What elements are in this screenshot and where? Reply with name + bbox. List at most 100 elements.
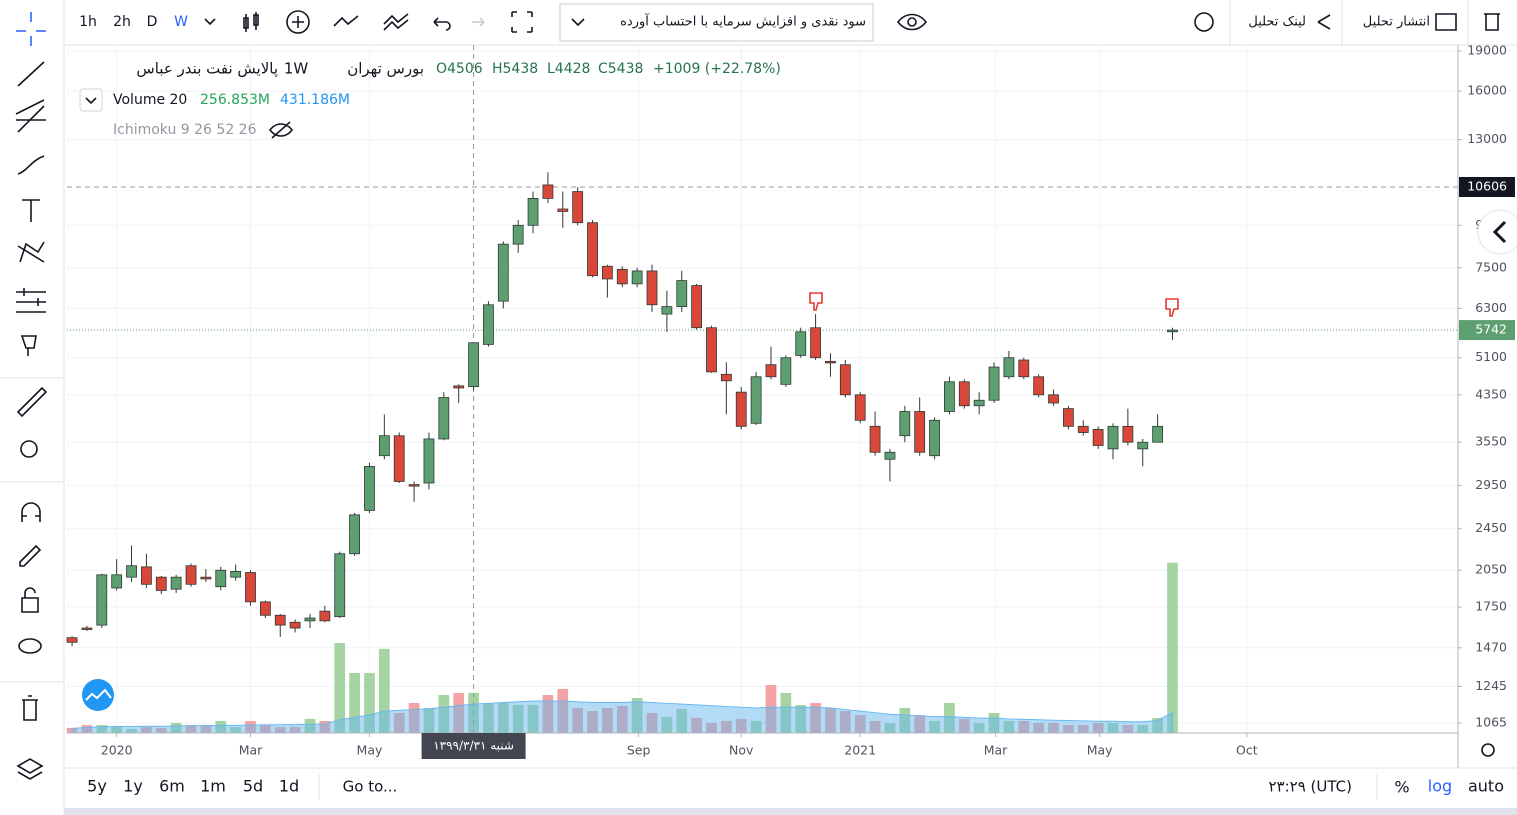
collapse-arrow — [1492, 220, 1507, 244]
crosshair-tool[interactable] — [16, 12, 46, 46]
axis-settings[interactable] — [1481, 743, 1495, 757]
candle-body — [468, 342, 479, 387]
candle-body — [587, 222, 598, 277]
study-dropdown[interactable] — [559, 3, 874, 42]
y-tick-label: 1245 — [1475, 678, 1507, 693]
delete[interactable] — [1484, 13, 1500, 31]
volume-value: 256.853M — [200, 92, 270, 108]
candle-body — [259, 601, 271, 616]
zoom-tool[interactable] — [20, 440, 38, 458]
candle-body — [126, 565, 137, 578]
auto-toggle[interactable]: auto — [1468, 777, 1504, 796]
candle-body — [646, 270, 658, 306]
add-indicator[interactable] — [286, 10, 310, 34]
trendline-tool[interactable] — [17, 61, 45, 87]
text-tool[interactable] — [22, 199, 40, 222]
share-link[interactable]: لینک تحلیل — [1248, 15, 1306, 30]
ichimoku-study: Ichimoku 9 26 52 26 — [113, 122, 257, 138]
legend-high: H5438 — [492, 61, 538, 77]
top-toolbar — [64, 0, 1517, 46]
clock: ۲۳:۲۹ (UTC) — [1269, 778, 1353, 796]
hidden-study-icon[interactable] — [268, 121, 294, 139]
brush-tool[interactable] — [17, 155, 45, 175]
stay-drawing[interactable] — [19, 544, 42, 567]
volume-bar — [364, 673, 375, 733]
candle-body — [825, 361, 836, 364]
percent-toggle[interactable]: % — [1394, 778, 1409, 797]
range-button[interactable]: 5y — [87, 777, 107, 796]
fullscreen[interactable] — [511, 11, 533, 33]
interval-active[interactable]: W — [174, 14, 188, 30]
range-button[interactable]: 5d — [243, 777, 263, 796]
volume-ma-area — [71, 700, 1173, 734]
goto[interactable]: Go to... — [343, 778, 398, 796]
candle-body — [765, 364, 777, 378]
y-tick-label: 7500 — [1475, 259, 1507, 274]
range-button[interactable]: 1m — [200, 777, 226, 796]
interval[interactable]: 2h — [113, 14, 131, 30]
object-tree[interactable] — [16, 758, 44, 780]
ruler-tool[interactable] — [16, 386, 48, 418]
volume-bar — [1167, 562, 1178, 733]
y-tick-label: 1750 — [1475, 599, 1507, 614]
logo — [82, 679, 114, 711]
range-button[interactable]: 6m — [159, 777, 185, 796]
lock-tool[interactable] — [21, 587, 39, 613]
indicators[interactable] — [333, 15, 359, 27]
candle-body — [438, 397, 450, 440]
exchange: بورس تهران — [347, 60, 424, 78]
interval-label: 1W — [284, 60, 309, 78]
idea-marker[interactable] — [1165, 298, 1179, 317]
footer-strip — [64, 808, 1517, 815]
candle-body — [289, 621, 301, 629]
collapse-panel[interactable] — [1477, 209, 1517, 255]
undo[interactable] — [433, 17, 451, 31]
y-tick-label: 19000 — [1467, 43, 1507, 58]
crosshair-date-box — [421, 733, 526, 759]
chart-type[interactable] — [243, 12, 259, 32]
candle-body — [631, 270, 643, 285]
prediction-tool[interactable] — [16, 288, 46, 313]
templates[interactable] — [383, 13, 409, 31]
candle-body — [884, 451, 896, 460]
candle-body — [497, 243, 509, 302]
settings[interactable] — [1194, 12, 1214, 32]
volume-bar — [378, 648, 390, 733]
range-button[interactable]: 1d — [279, 777, 299, 796]
log-toggle[interactable]: log — [1428, 777, 1452, 796]
interval[interactable]: D — [147, 14, 158, 30]
idea-marker[interactable] — [809, 292, 823, 311]
candle-body — [334, 553, 346, 618]
interval[interactable]: 1h — [79, 14, 97, 30]
idea-tool[interactable] — [20, 335, 37, 356]
symbol: پالایش نفت بندر عباس — [136, 60, 278, 79]
candle-body — [944, 381, 955, 412]
y-tick-label: 2950 — [1475, 477, 1507, 492]
hide-tool[interactable] — [18, 638, 42, 654]
visibility[interactable] — [896, 13, 928, 31]
candle-body — [96, 574, 108, 626]
magnet-tool[interactable] — [21, 502, 41, 522]
candle-body — [170, 576, 182, 590]
candle-body — [155, 576, 167, 591]
interval-menu[interactable] — [204, 18, 216, 26]
y-tick-label: 4350 — [1475, 386, 1507, 401]
legend-toggle[interactable] — [79, 88, 103, 112]
x-tick-label: Oct — [1236, 743, 1258, 758]
candle-body — [676, 280, 688, 308]
legend-close: C5438 — [598, 61, 643, 77]
publish[interactable]: انتشار تحلیل — [1363, 15, 1430, 30]
left-toolbar — [0, 0, 65, 815]
pattern-tool[interactable] — [17, 241, 45, 263]
candle-body — [720, 373, 732, 382]
remove-tool[interactable] — [22, 695, 38, 721]
candle-body — [319, 610, 331, 622]
candle-body — [542, 184, 554, 199]
range-button[interactable]: 1y — [123, 777, 143, 796]
legend-change: +1009 (+22.78%) — [653, 61, 781, 77]
crosshair-date-label: شنبه ۱۳۹۹/۳/۳۱ — [433, 739, 514, 753]
candle-body — [1033, 376, 1045, 396]
candle-body — [527, 197, 539, 226]
fib-tool[interactable] — [15, 99, 46, 133]
candle-body — [215, 569, 227, 588]
